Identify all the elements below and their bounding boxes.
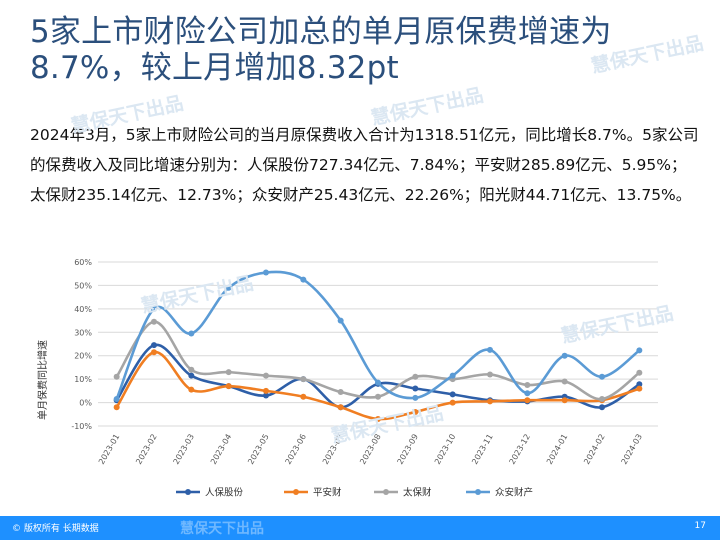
x-tick-label: 2023-08 xyxy=(358,433,383,466)
data-point xyxy=(188,372,195,379)
data-point xyxy=(599,396,605,403)
x-tick-label: 2023-12 xyxy=(508,433,533,466)
data-point xyxy=(449,372,456,379)
y-tick-label: 50% xyxy=(74,281,92,290)
data-point xyxy=(151,349,157,356)
data-point xyxy=(412,385,419,392)
footer-bar: © 版权所有 长期数据 慧保天下出品 17 xyxy=(0,516,720,540)
data-point xyxy=(151,305,157,312)
data-point xyxy=(524,397,531,404)
data-point xyxy=(151,318,157,325)
legend: 人保股份 平安财 太保财 众安财产 xyxy=(176,487,533,499)
data-point xyxy=(487,398,493,405)
y-axis-label: 单月保费同比增速 xyxy=(36,340,49,420)
data-point xyxy=(188,366,195,373)
legend-marker xyxy=(293,489,299,495)
data-point xyxy=(449,391,456,398)
data-point xyxy=(113,404,120,411)
data-point xyxy=(113,396,120,403)
data-point xyxy=(561,378,568,385)
data-point xyxy=(337,389,344,396)
legend-label: 人保股份 xyxy=(205,487,244,499)
data-point xyxy=(188,330,195,337)
data-point xyxy=(375,415,381,422)
legend-marker xyxy=(383,489,389,495)
x-tick-label: 2023-06 xyxy=(284,433,309,466)
x-tick-label: 2023-05 xyxy=(246,433,271,466)
legend-label: 众安财产 xyxy=(495,487,533,499)
y-tick-label: 20% xyxy=(74,352,92,361)
y-tick-label: 0% xyxy=(79,399,92,408)
legend-marker xyxy=(475,489,481,495)
series-lines xyxy=(113,269,643,422)
data-point xyxy=(636,347,643,354)
data-point xyxy=(113,373,120,380)
data-point xyxy=(375,393,381,400)
data-point xyxy=(263,387,269,394)
data-point xyxy=(300,376,307,383)
data-point xyxy=(599,373,605,380)
x-tick-label: 2023-01 xyxy=(97,433,122,466)
x-tick-label: 2024-03 xyxy=(620,433,645,466)
data-point xyxy=(561,352,568,359)
data-point xyxy=(412,373,419,380)
x-tick-label: 2023-11 xyxy=(470,433,495,466)
x-tick-label: 2023-04 xyxy=(209,433,234,466)
data-point xyxy=(487,346,493,353)
x-tick-label: 2023-09 xyxy=(396,433,421,466)
data-point xyxy=(449,399,456,406)
footer-copyright: © 版权所有 长期数据 xyxy=(12,524,99,534)
legend-label: 平安财 xyxy=(313,487,342,499)
data-point xyxy=(524,382,531,388)
data-point xyxy=(151,342,157,349)
data-point xyxy=(263,372,269,379)
data-point xyxy=(300,393,307,400)
data-point xyxy=(225,383,232,390)
y-tick-label: 10% xyxy=(74,375,92,384)
data-point xyxy=(636,369,643,376)
data-point xyxy=(412,394,419,401)
data-point xyxy=(375,379,381,386)
x-tick-label: 2023-10 xyxy=(433,433,458,466)
y-tick-label: -10% xyxy=(71,422,92,431)
watermark: 慧保天下出品 xyxy=(180,521,264,537)
data-point xyxy=(337,317,344,324)
data-point xyxy=(487,371,493,378)
x-axis-ticks: 2023-01 2023-02 2023-03 2023-04 2023-05 2023-… xyxy=(97,433,644,466)
x-tick-label: 2024-02 xyxy=(582,433,607,466)
data-point xyxy=(300,276,307,283)
data-point xyxy=(636,385,643,392)
x-tick-label: 2023-02 xyxy=(134,433,159,466)
x-tick-label: 2024-01 xyxy=(545,433,570,466)
page-number: 17 xyxy=(694,521,706,531)
legend-marker xyxy=(185,489,191,495)
data-point xyxy=(636,381,643,388)
summary-paragraph: 2024年3月，5家上市财险公司的当月原保费收入合计为1318.51亿元，同比增… xyxy=(30,126,699,204)
x-tick-label: 2023-07 xyxy=(321,433,346,466)
data-point xyxy=(225,369,232,376)
y-tick-label: 30% xyxy=(74,328,92,337)
legend-label: 太保财 xyxy=(403,487,432,499)
data-point xyxy=(599,404,605,411)
x-tick-label: 2023-03 xyxy=(172,433,197,466)
y-axis-ticks: -10% 0% 10% 20% 30% 40% 50% 60% xyxy=(71,258,92,431)
series-line xyxy=(115,320,641,401)
slide-title: 5家上市财险公司加总的单月原保费增速为8.7%，较上月增加8.32pt xyxy=(30,14,612,86)
data-point xyxy=(263,269,269,276)
data-point xyxy=(337,404,344,411)
data-point xyxy=(188,386,195,393)
data-point xyxy=(561,397,568,404)
growth-line-chart: -10%0%10%20%30%40%50%60% 2023-01 2023-02 2… xyxy=(36,258,658,499)
data-point xyxy=(263,392,269,399)
y-tick-label: 40% xyxy=(74,305,92,314)
data-point xyxy=(524,390,531,397)
y-tick-label: 60% xyxy=(74,258,92,267)
data-point xyxy=(412,408,419,415)
data-point xyxy=(225,284,232,291)
